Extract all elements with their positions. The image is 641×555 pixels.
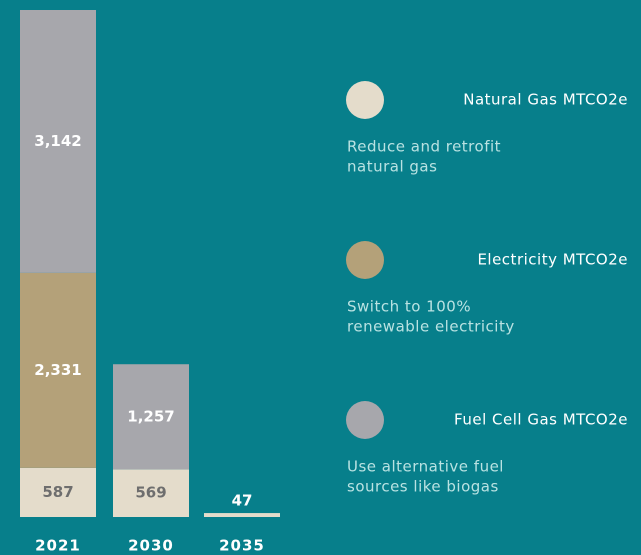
bar-segment xyxy=(20,467,96,517)
value-label: 1,257 xyxy=(127,407,174,425)
legend-description: sources like biogas xyxy=(347,478,499,496)
legend-swatch xyxy=(346,241,384,279)
value-label: 2,331 xyxy=(34,361,81,379)
bar-segment xyxy=(204,513,280,517)
value-label: 47 xyxy=(232,492,253,510)
legend-description: Reduce and retrofit xyxy=(347,138,501,156)
value-label: 3,142 xyxy=(34,132,81,150)
x-tick-label: 2035 xyxy=(219,537,265,555)
bar-segment xyxy=(20,10,96,273)
legend-label: Fuel Cell Gas MTCO2e xyxy=(454,411,628,429)
legend-label: Electricity MTCO2e xyxy=(477,251,628,269)
bar-segment xyxy=(113,469,189,517)
legend-label: Natural Gas MTCO2e xyxy=(463,91,628,109)
bar-segment xyxy=(20,272,96,468)
legend-description: Switch to 100% xyxy=(347,298,471,316)
legend-swatch xyxy=(346,401,384,439)
value-label: 569 xyxy=(135,484,166,502)
x-tick-label: 2021 xyxy=(35,537,81,555)
legend-description: Use alternative fuel xyxy=(347,458,504,476)
x-tick-label: 2030 xyxy=(128,537,174,555)
bar-segment xyxy=(113,364,189,470)
legend-description: renewable electricity xyxy=(347,318,515,336)
value-label: 587 xyxy=(42,483,73,501)
legend-description: natural gas xyxy=(347,158,437,176)
legend-swatch xyxy=(346,81,384,119)
